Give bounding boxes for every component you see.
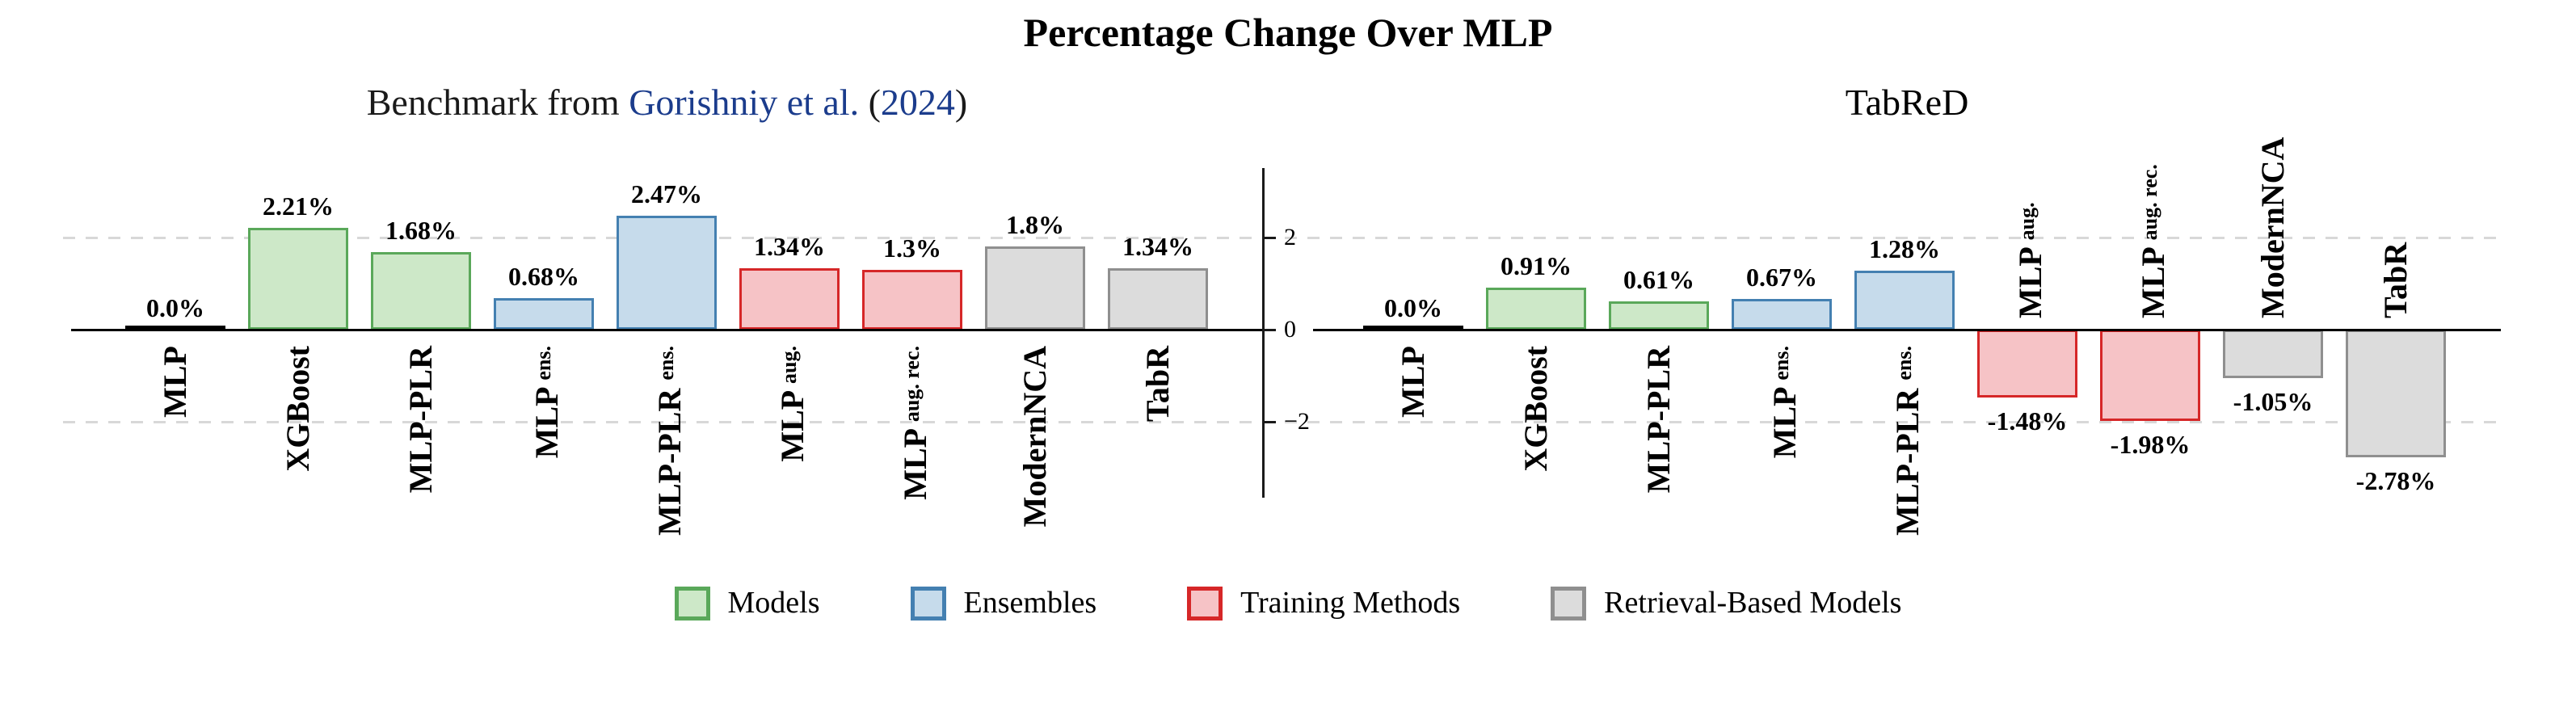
value-label-MLP-PLR: 1.68% (385, 216, 457, 245)
bar-MLP ens. (1732, 299, 1832, 330)
legend-label-retrieval: Retrieval-Based Models (1604, 586, 1902, 621)
value-label-MLP: 0.0% (1384, 293, 1442, 322)
citation-link-text: Gorishniy et al. (629, 82, 860, 123)
value-label-MLP aug.: -1.48% (1987, 406, 2068, 435)
value-label-TabR: -2.78% (2355, 466, 2436, 495)
value-label-XGBoost: 2.21% (263, 191, 334, 221)
y-tick-2 (1263, 236, 1276, 239)
bar-MLP ens. (494, 298, 594, 330)
citation-link-text: 2024 (880, 82, 955, 123)
bar-MLP aug. (1977, 330, 2077, 398)
bar-XGBoost (248, 228, 348, 330)
y-tick-label-2: 2 (1284, 224, 1296, 250)
category-label-suffix: ens. (1770, 346, 1793, 381)
value-label-XGBoost: 0.91% (1501, 251, 1572, 280)
x-axis-right (1313, 328, 2501, 331)
bar-MLP (125, 326, 225, 330)
gridline-2 (63, 236, 2498, 239)
subtitle-text: Benchmark from (366, 82, 629, 123)
gridline--2 (63, 420, 2498, 423)
value-label-MLP-PLR: 0.61% (1623, 265, 1694, 294)
bar-MLP-PLR (1609, 301, 1709, 330)
left-panel-title: Benchmark from Gorishniy et al. (2024) (71, 79, 1263, 126)
subtitle-text: ( (859, 82, 881, 123)
value-label-ModernNCA: -1.05% (2233, 387, 2313, 416)
value-label-MLP ens.: 0.67% (1746, 263, 1817, 292)
value-label-MLP ens.: 0.68% (508, 262, 579, 291)
legend-item-training: Training Methods (1187, 586, 1461, 621)
y-tick-label--2: −2 (1284, 408, 1310, 435)
legend-item-retrieval: Retrieval-Based Models (1551, 586, 1902, 621)
bar-ModernNCA (2223, 330, 2323, 378)
category-label-suffix: ens. (1892, 346, 1916, 381)
subtitle-text: ) (954, 82, 968, 123)
bar-MLP aug. (739, 268, 840, 330)
value-label-MLP-PLR ens.: 1.28% (1869, 234, 1940, 263)
y-tick-label-0: 0 (1284, 316, 1296, 343)
y-tick--2 (1263, 420, 1276, 423)
bar-XGBoost (1486, 288, 1586, 330)
y-axis (1261, 168, 1265, 498)
legend-swatch-retrieval (1551, 587, 1587, 621)
value-label-MLP aug. rec.: -1.98% (2110, 430, 2191, 459)
legend-item-models: Models (674, 586, 820, 621)
legend-item-ensembles: Ensembles (910, 586, 1097, 621)
value-label-TabR: 1.34% (1122, 232, 1193, 261)
bar-MLP-PLR ens. (1854, 271, 1955, 330)
legend-label-models: Models (727, 586, 820, 621)
legend-swatch-models (674, 587, 710, 621)
category-label-suffix: aug. rec. (2138, 164, 2161, 241)
bar-TabR (2346, 330, 2446, 457)
legend-label-ensembles: Ensembles (963, 586, 1097, 621)
bar-MLP-PLR (371, 252, 471, 330)
legend: Models Ensembles Training Methods Retrieval… (0, 586, 2576, 621)
chart-title: Percentage Change Over MLP (1023, 10, 1553, 55)
category-label-suffix: aug. rec. (900, 346, 924, 423)
y-tick-0 (1263, 328, 1276, 331)
x-axis-left (71, 328, 1263, 331)
category-label-suffix: aug. (2015, 202, 2039, 241)
right-panel-title: TabReD (1845, 82, 1969, 123)
legend-swatch-training (1187, 587, 1223, 621)
legend-label-training: Training Methods (1240, 586, 1461, 621)
value-label-MLP-PLR ens.: 2.47% (631, 179, 702, 208)
category-label-suffix: aug. (777, 346, 801, 384)
category-label-suffix: ens. (655, 346, 678, 381)
category-label-suffix: ens. (532, 346, 555, 381)
legend-swatch-ensembles (910, 587, 946, 621)
bar-MLP (1363, 326, 1463, 330)
bar-MLP aug. rec. (862, 270, 962, 330)
value-label-MLP: 0.0% (146, 293, 204, 322)
value-label-MLP aug. rec.: 1.3% (883, 233, 941, 263)
bar-MLP aug. rec. (2100, 330, 2200, 421)
value-label-ModernNCA: 1.8% (1006, 210, 1064, 239)
value-label-MLP aug.: 1.34% (754, 232, 825, 261)
bar-TabR (1108, 268, 1208, 330)
